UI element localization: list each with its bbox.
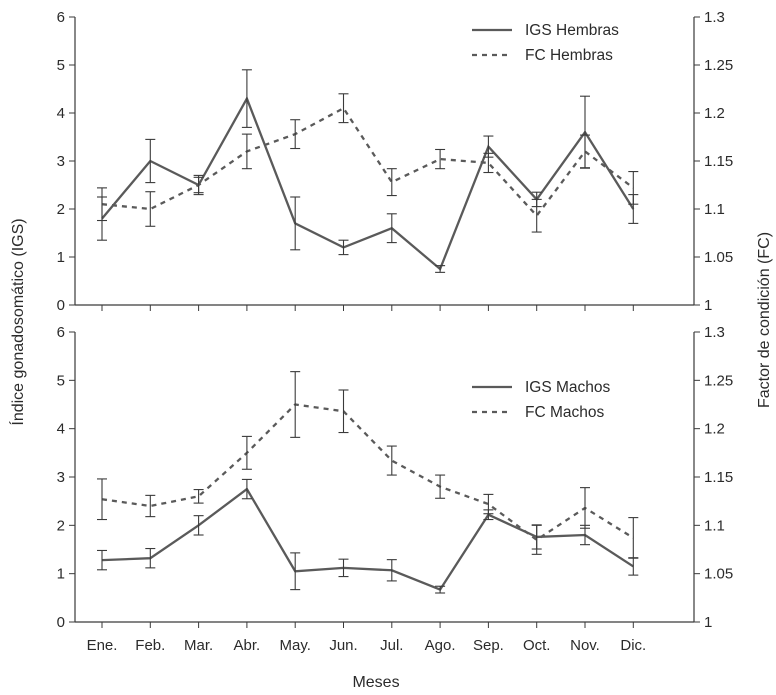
error-bar — [483, 152, 494, 174]
y-tick-label-left: 3 — [57, 469, 65, 486]
y-tick-label-right: 1.25 — [704, 372, 733, 389]
y-tick-label-left: 5 — [57, 57, 65, 74]
x-tick-label: Ago. — [425, 637, 456, 654]
y-tick-label-left: 6 — [57, 324, 65, 341]
error-bar — [386, 168, 397, 197]
y-tick-label-right: 1.3 — [704, 324, 725, 341]
y-tick-label-right: 1.3 — [704, 9, 725, 26]
x-tick-label: Jun. — [329, 637, 357, 654]
error-bar — [290, 552, 301, 591]
y-tick-label-right: 1.15 — [704, 469, 733, 486]
x-tick-label: Ene. — [87, 637, 118, 654]
error-bar — [580, 134, 590, 169]
error-bar — [97, 478, 107, 521]
error-bar — [531, 198, 542, 233]
error-bar — [338, 239, 349, 256]
error-bar — [628, 557, 639, 576]
x-tick-label: Mar. — [184, 637, 213, 654]
legend-label: FC Machos — [525, 404, 604, 421]
y-tick-label-left: 1 — [57, 249, 65, 266]
error-bar — [386, 213, 397, 244]
error-bar — [241, 478, 252, 500]
y-tick-label-left: 6 — [57, 9, 65, 26]
x-tick-label: May. — [279, 637, 310, 654]
y-tick-label-right: 1.05 — [704, 249, 733, 266]
error-bar — [193, 176, 204, 194]
error-bar — [435, 148, 446, 170]
error-bar — [241, 133, 252, 170]
error-bar — [386, 445, 397, 476]
error-bar — [145, 191, 156, 227]
y-tick-label-right: 1.2 — [704, 105, 725, 122]
error-bar — [435, 585, 446, 594]
error-bar — [483, 493, 494, 515]
x-tick-label: Nov. — [570, 637, 600, 654]
y-tick-label-right: 1 — [704, 614, 712, 631]
series-line-igs-hembras — [101, 95, 635, 271]
y-tick-label-right: 1.25 — [704, 57, 733, 74]
error-bar — [338, 93, 349, 124]
y-tick-label-left: 1 — [57, 566, 65, 583]
y-tick-label-left: 4 — [57, 105, 65, 122]
error-bar — [580, 487, 590, 529]
x-tick-label: Jul. — [380, 637, 403, 654]
error-bar — [290, 119, 301, 150]
y-tick-label-right: 1.2 — [704, 421, 725, 438]
error-bar — [386, 559, 397, 582]
error-bar — [338, 558, 349, 578]
x-tick-label: Oct. — [523, 637, 551, 654]
x-tick-label: Abr. — [234, 637, 261, 654]
error-bar — [290, 196, 301, 251]
y-tick-label-right: 1.1 — [704, 517, 725, 534]
series-line-fc-hembras — [101, 106, 634, 218]
y-axis-right-title: Factor de condición (FC) — [756, 232, 773, 408]
error-bar — [435, 474, 446, 499]
y-tick-label-left: 4 — [57, 421, 65, 438]
series-line-igs-machos — [101, 487, 634, 592]
error-bar — [241, 435, 252, 470]
error-bar — [145, 138, 156, 184]
x-tick-label: Dic. — [620, 637, 646, 654]
y-axis-left-title: Índice gonadosomático (IGS) — [8, 218, 27, 425]
legend-label: IGS Hembras — [525, 22, 619, 39]
y-tick-label-left: 0 — [57, 614, 65, 631]
error-bar — [290, 371, 301, 438]
y-tick-label-left: 3 — [57, 153, 65, 170]
x-tick-label: Feb. — [135, 637, 165, 654]
y-tick-label-left: 0 — [57, 297, 65, 314]
y-tick-label-left: 2 — [57, 517, 65, 534]
error-bar — [145, 494, 156, 518]
error-bar — [628, 517, 639, 559]
legend-label: FC Hembras — [525, 47, 613, 64]
error-bar — [531, 524, 542, 555]
legend-label: IGS Machos — [525, 379, 611, 396]
error-bar — [241, 69, 252, 128]
y-tick-label-right: 1.15 — [704, 153, 733, 170]
x-axis-title: Meses — [352, 674, 399, 691]
error-bar — [193, 489, 204, 504]
y-tick-label-left: 2 — [57, 201, 65, 218]
error-bar — [628, 171, 639, 205]
error-bar — [193, 515, 204, 536]
x-tick-label: Sep. — [473, 637, 504, 654]
error-bar — [97, 187, 107, 222]
y-tick-label-left: 5 — [57, 372, 65, 389]
chart-panel-2: 0 1 2 3 4 5 6 1 1.05 1.1 1.15 1.2 1.25 1.3 Ene. Feb. Mar… — [57, 324, 734, 654]
error-bar — [97, 549, 107, 571]
y-tick-label-right: 1.1 — [704, 201, 725, 218]
chart-panel-1: 0 1 2 3 4 5 6 1 1.05 1.1 1.15 1.2 1.25 1.3 IGS Hembras… — [57, 9, 734, 314]
error-bar — [338, 389, 349, 434]
series-line-fc-machos — [101, 403, 634, 542]
y-tick-label-right: 1.05 — [704, 566, 733, 583]
y-tick-label-right: 1 — [704, 297, 712, 314]
error-bar — [435, 265, 446, 273]
error-bar — [145, 547, 156, 569]
